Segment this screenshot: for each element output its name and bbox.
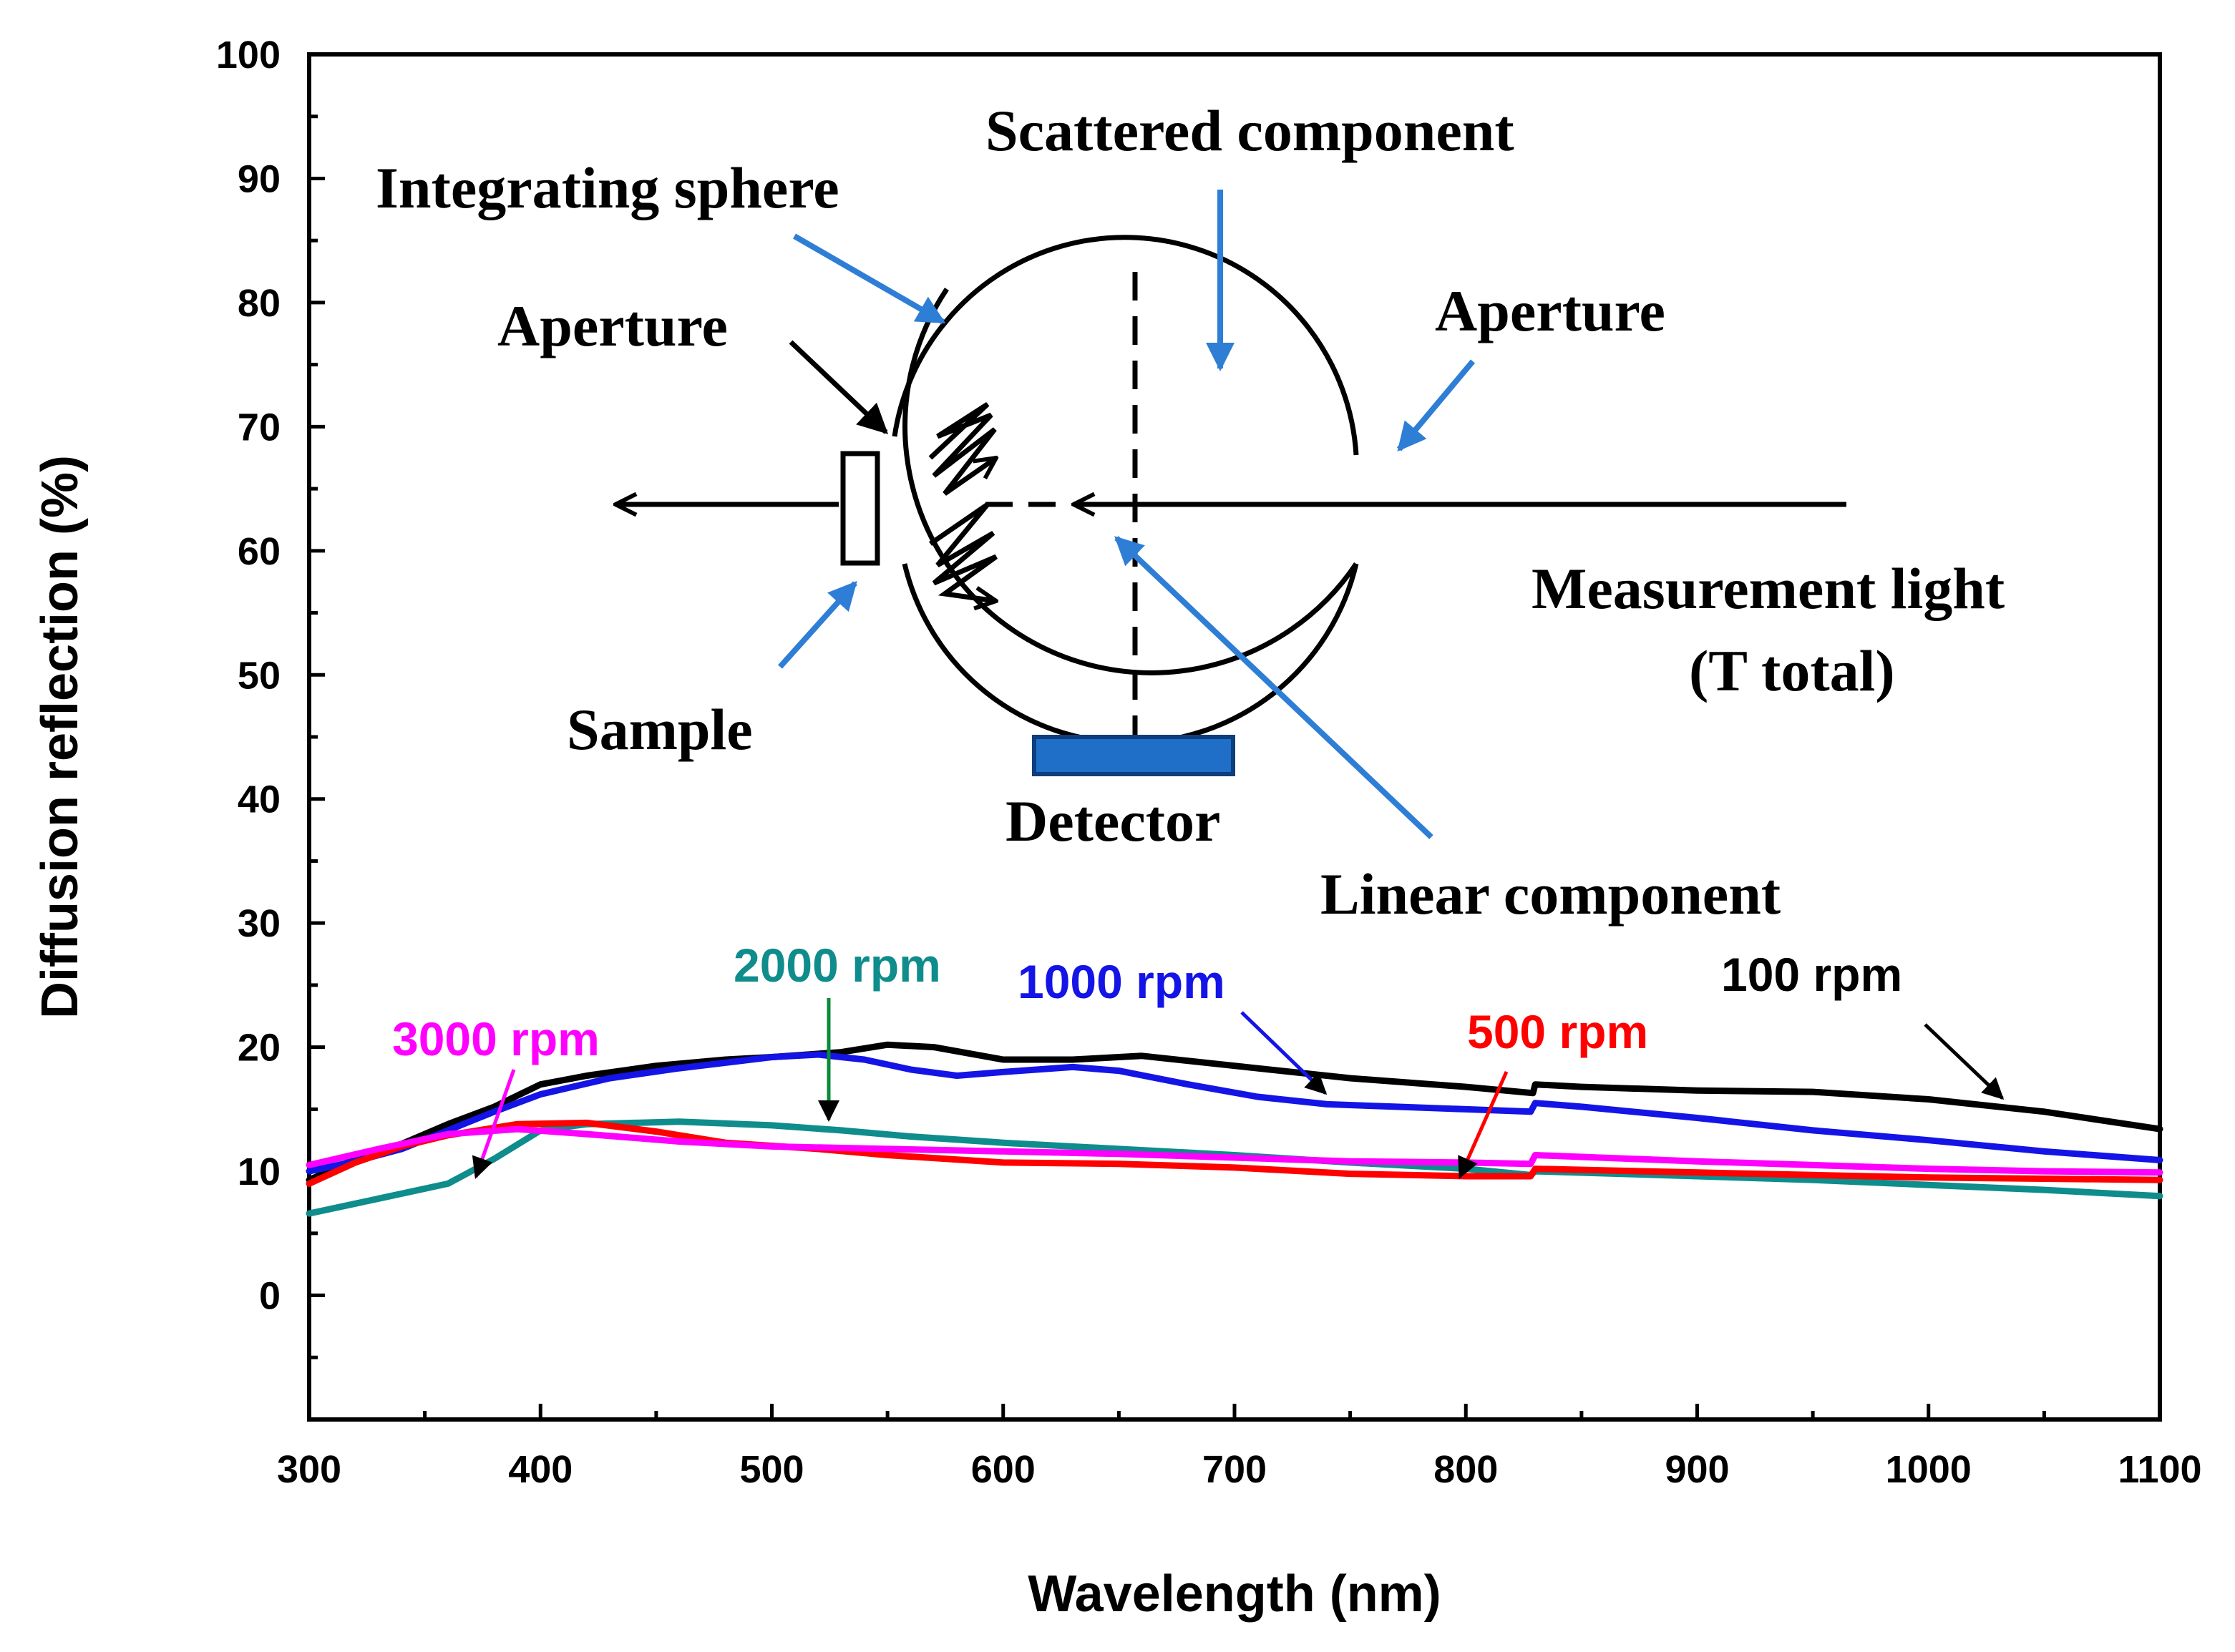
series-label-500-rpm: 500 rpm [1467, 1005, 1648, 1058]
series-line-1000-rpm [306, 1051, 2163, 1175]
x-tick-label: 300 [277, 1448, 341, 1491]
label-sample: Sample [567, 697, 753, 762]
y-axis-title: Diffusion reflection (%) [31, 455, 89, 1019]
detector-bar [1032, 735, 1235, 776]
x-tick-label: 1100 [2118, 1448, 2201, 1491]
arrow-linear-component [1114, 536, 1433, 839]
y-tick-label: 90 [238, 157, 281, 200]
y-tick-label: 80 [238, 282, 281, 325]
label-aperture-right: Aperture [1435, 278, 1665, 343]
scatter-zigzag-upper [928, 402, 996, 496]
y-tick-label: 10 [238, 1150, 281, 1193]
x-tick-label: 800 [1433, 1448, 1498, 1491]
label-measurement-light: Measurement light [1532, 556, 2005, 621]
y-tick-label: 100 [216, 34, 281, 77]
label-linear-component: Linear component [1320, 861, 1781, 927]
arrow-aperture-left [789, 340, 889, 434]
y-tick-label: 20 [238, 1027, 281, 1070]
series-label-1000-rpm: 1000 rpm [1018, 955, 1225, 1008]
sphere-lower-left-arc [902, 563, 1359, 746]
pointer-500-rpm [1458, 1070, 1509, 1179]
label-aperture-left: Aperture [497, 293, 728, 358]
series-line-2000-rpm [306, 1118, 2163, 1217]
sphere-right-arc [902, 288, 1358, 675]
x-tick-label: 500 [739, 1448, 804, 1491]
y-tick-label: 30 [238, 902, 281, 945]
y-tick-label: 70 [238, 406, 281, 449]
series-label-100-rpm: 100 rpm [1721, 948, 1902, 1001]
series-line-100-rpm [306, 1041, 2163, 1183]
x-tick-label: 600 [971, 1448, 1036, 1491]
arrow-sample [778, 581, 857, 669]
y-tick-label: 40 [238, 778, 281, 821]
pointer-3000-rpm [472, 1069, 516, 1179]
y-tick-label: 60 [238, 530, 281, 573]
integrating-sphere-diagram: Integrating sphere Scattered component A… [376, 98, 2005, 927]
series-label-3000-rpm: 3000 rpm [392, 1012, 600, 1065]
label-detector: Detector [1005, 788, 1220, 854]
x-tick-label: 1000 [1886, 1448, 1972, 1491]
y-tick-label: 0 [259, 1275, 281, 1318]
x-axis: 300 400 500 600 700 800 900 1000 1100 [277, 1404, 2202, 1491]
x-tick-label: 900 [1665, 1448, 1729, 1491]
pointer-1000-rpm [1240, 1011, 1328, 1095]
arrow-aperture-right [1396, 359, 1476, 452]
series-label-2000-rpm: 2000 rpm [734, 939, 941, 992]
x-tick-label: 700 [1202, 1448, 1267, 1491]
sphere-upper-left-arc [892, 318, 949, 437]
scatter-zigzag-lower [929, 502, 996, 601]
y-tick-label: 50 [238, 654, 281, 697]
x-axis-title: Wavelength (nm) [1028, 1565, 1441, 1623]
label-integrating-sphere: Integrating sphere [376, 155, 839, 220]
series-lines [306, 1041, 2163, 1217]
arrow-integrating-sphere [793, 233, 946, 325]
series-line-3000-rpm [306, 1125, 2163, 1176]
sphere-left-arc [945, 235, 1359, 456]
label-t-total: (T total) [1689, 638, 1895, 703]
x-tick-label: 400 [508, 1448, 573, 1491]
pointer-100-rpm [1924, 1023, 2005, 1100]
label-scattered-component: Scattered component [985, 98, 1514, 163]
sample-rect [840, 451, 880, 566]
